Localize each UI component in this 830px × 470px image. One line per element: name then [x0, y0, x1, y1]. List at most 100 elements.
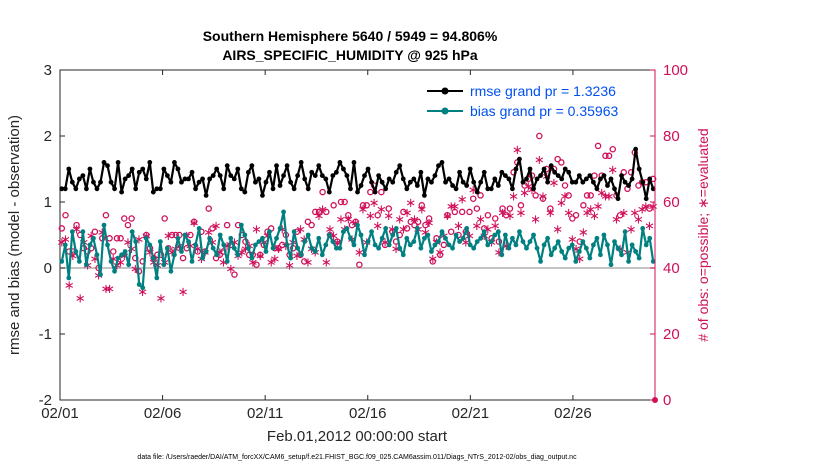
- rmse-point: [256, 176, 262, 182]
- bias-point: [369, 229, 374, 235]
- rmse-point: [277, 183, 283, 188]
- bias-point: [337, 245, 343, 251]
- rmse-point: [129, 166, 135, 172]
- bias-point: [182, 232, 188, 238]
- legend: rmse grand pr = 1.3236 bias grand pr = 0…: [420, 79, 647, 123]
- legend-box: [420, 79, 647, 123]
- bias-point: [404, 235, 410, 241]
- x-tick-label: 02/21: [452, 405, 490, 422]
- evaluated-obs-marker: ∗: [269, 252, 280, 267]
- rmse-point: [520, 179, 526, 185]
- evaluated-obs-marker: ∗: [192, 242, 203, 257]
- bias-point: [608, 262, 614, 268]
- rmse-point: [562, 166, 568, 172]
- rmse-point: [404, 186, 410, 192]
- rmse-point: [150, 189, 156, 195]
- bias-point: [492, 232, 498, 238]
- rmse-point: [548, 163, 554, 169]
- y-tick-label-left: 1: [44, 194, 52, 211]
- evaluated-obs-marker: ∗: [97, 226, 108, 241]
- evaluated-obs-marker: ∗: [64, 279, 75, 294]
- rmse-point: [196, 179, 202, 185]
- rmse-point: [421, 193, 427, 198]
- y-tick-label-left: 3: [44, 62, 52, 79]
- rmse-point: [281, 173, 286, 179]
- y-tick-label-left: -2: [39, 392, 52, 409]
- bias-point: [126, 262, 132, 268]
- bias-point: [453, 232, 459, 238]
- possible-obs-marker: [407, 218, 415, 226]
- bias-point: [154, 275, 160, 281]
- rmse-point: [224, 163, 230, 169]
- bias-point: [73, 249, 79, 254]
- evaluated-obs-marker: ∗: [578, 226, 589, 241]
- rmse-point: [601, 173, 607, 179]
- series-layer: ∗∗∗∗∗∗∗∗∗∗∗∗∗∗∗∗∗∗∗∗∗∗∗∗∗∗∗∗∗∗∗∗∗∗∗∗∗∗∗∗…: [56, 132, 659, 403]
- bias-point: [612, 239, 617, 245]
- bias-point: [485, 242, 491, 248]
- rmse-point: [337, 160, 343, 165]
- y-tick-label-right: 40: [663, 260, 680, 277]
- rmse-point: [474, 189, 480, 195]
- rmse-point: [143, 176, 149, 182]
- possible-obs-marker: [602, 152, 609, 160]
- possible-obs-marker: [517, 202, 525, 209]
- evaluated-obs-marker: ∗: [156, 292, 167, 307]
- evaluated-obs-marker: ∗: [471, 219, 482, 234]
- rmse-point: [400, 176, 406, 182]
- evaluated-obs-marker: ∗: [336, 213, 347, 228]
- evaluated-obs-marker: ∗: [332, 236, 343, 251]
- rmse-point: [647, 176, 653, 182]
- possible-obs-marker: [323, 208, 330, 216]
- possible-obs-marker: [609, 145, 617, 153]
- evaluated-obs-marker: ∗: [637, 203, 648, 218]
- possible-obs-marker: [73, 221, 80, 229]
- evaluated-obs-marker: ∗: [145, 246, 156, 261]
- bias-point: [62, 242, 68, 248]
- possible-obs-marker: [422, 221, 429, 229]
- rmse-point: [605, 183, 610, 188]
- bias-point: [256, 239, 262, 245]
- legend-bias-marker: [441, 107, 449, 115]
- rmse-point: [513, 166, 519, 172]
- rmse-point: [193, 186, 198, 192]
- rmse-point: [587, 173, 593, 179]
- x-tick-label: 02/01: [41, 405, 79, 422]
- evaluated-obs-marker: ∗: [343, 213, 354, 228]
- evaluated-obs-marker: ∗: [424, 216, 435, 231]
- evaluated-obs-marker: ∗: [545, 206, 556, 221]
- rmse-point: [538, 173, 543, 179]
- x-tick-label: 02/26: [554, 405, 592, 422]
- evaluated-obs-marker: ∗: [479, 229, 490, 244]
- rmse-point: [534, 176, 540, 182]
- bias-point: [397, 245, 403, 251]
- bias-point: [59, 259, 65, 264]
- evaluated-obs-marker: ∗: [380, 236, 391, 251]
- evaluated-obs-marker: ∗: [163, 229, 174, 244]
- possible-obs-marker: [502, 211, 510, 219]
- rmse-point: [383, 186, 389, 192]
- bias-point: [443, 235, 448, 241]
- bias-point: [429, 249, 434, 254]
- evaluated-obs-marker: ∗: [556, 196, 567, 211]
- bias-point: [108, 259, 114, 264]
- possible-obs-marker: [506, 205, 514, 212]
- evaluated-obs-marker: ∗: [134, 232, 145, 247]
- x-ticks: 02/01 02/06 02/11 02/16 02/21 02/26: [41, 70, 592, 422]
- bias-point: [231, 245, 237, 251]
- rmse-point: [457, 169, 463, 175]
- bias-point: [598, 252, 603, 258]
- rmse-point: [214, 166, 220, 172]
- possible-obs-marker: [565, 192, 572, 199]
- possible-obs-marker: [300, 258, 308, 265]
- possible-obs-marker: [580, 202, 587, 209]
- bias-point: [309, 245, 315, 251]
- bias-point: [326, 232, 332, 238]
- evaluated-obs-marker: ∗: [167, 246, 178, 261]
- possible-obs-marker: [58, 225, 66, 232]
- bias-point: [450, 245, 455, 251]
- rmse-point: [87, 166, 93, 172]
- possible-obs-marker: [168, 231, 176, 239]
- rmse-point: [362, 173, 367, 179]
- bias-point: [76, 259, 82, 264]
